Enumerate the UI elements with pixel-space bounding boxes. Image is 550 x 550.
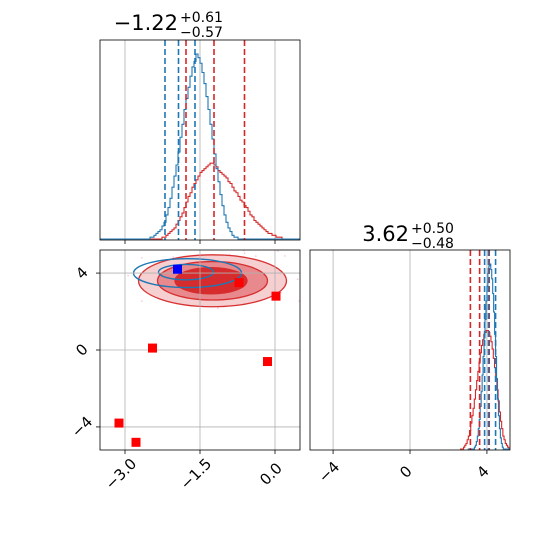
marginal-panel-param1: −1.22 +0.61 −0.57 (99, 10, 301, 244)
tick-marks (124, 240, 276, 244)
scatter-point (134, 241, 136, 243)
grid-lines (100, 250, 300, 450)
scatter-point (141, 256, 143, 259)
scatter-point (304, 262, 306, 264)
title-median: 3.62 (362, 222, 409, 246)
marker-red (271, 291, 281, 301)
contour-blue-inner (157, 263, 215, 281)
marker-red (148, 343, 157, 353)
markers (114, 264, 281, 447)
histogram-red (100, 162, 300, 240)
histogram-blue (100, 53, 300, 240)
y-tick-label: 0 (72, 340, 91, 359)
grid-lines (332, 250, 488, 450)
y-tick-label: 4 (72, 263, 91, 282)
tick-marks (332, 450, 488, 454)
panel-title: 3.62 +0.50 −0.48 (362, 221, 454, 252)
title-median: −1.22 (114, 11, 178, 35)
title-upper: +0.50 (411, 221, 454, 237)
marker-red (131, 437, 141, 447)
joint-panel: −4 0 4 −3.0 −1.5 0.0 (68, 235, 360, 493)
scatter-point (277, 250, 279, 252)
x-tick-label: 4 (473, 462, 492, 481)
marker-red (234, 278, 244, 288)
joint-contours (127, 235, 360, 310)
x-tick-label: 0 (396, 462, 415, 481)
histograms (100, 40, 300, 240)
panel-title: −1.22 +0.61 −0.57 (114, 10, 223, 41)
scatter-point (255, 255, 257, 257)
title-lower: −0.48 (411, 236, 454, 252)
scatter-point (296, 278, 299, 281)
scatter-point (243, 252, 246, 255)
x-tick-labels: −3.0 −1.5 0.0 (102, 455, 286, 493)
y-tick-labels: −4 0 4 (68, 263, 96, 441)
scatter-point (172, 256, 175, 258)
x-tick-label: −4 (315, 458, 343, 486)
x-tick-label: −1.5 (177, 455, 215, 493)
title-upper: +0.61 (180, 10, 223, 26)
scatter-point (358, 275, 360, 277)
scatter-point (127, 274, 129, 277)
scatter-point (284, 255, 286, 257)
marginal-panel-param2: −4 0 4 3.62 +0.50 −0.48 (309, 221, 511, 486)
scatter-point (217, 307, 219, 310)
y-tick-label: −4 (68, 413, 96, 441)
marker-red (114, 418, 124, 428)
x-tick-label: −3.0 (102, 455, 140, 493)
x-tick-label: 0.0 (256, 459, 286, 489)
scatter-point (141, 300, 143, 302)
x-tick-labels: −4 0 4 (315, 458, 493, 486)
tick-marks (96, 272, 276, 454)
marker-blue (173, 264, 182, 274)
grid-lines (124, 40, 276, 240)
marker-red (263, 357, 272, 367)
title-lower: −0.57 (180, 25, 223, 41)
scatter-point (192, 235, 194, 237)
histograms (460, 250, 510, 450)
scatter-point (280, 291, 282, 294)
